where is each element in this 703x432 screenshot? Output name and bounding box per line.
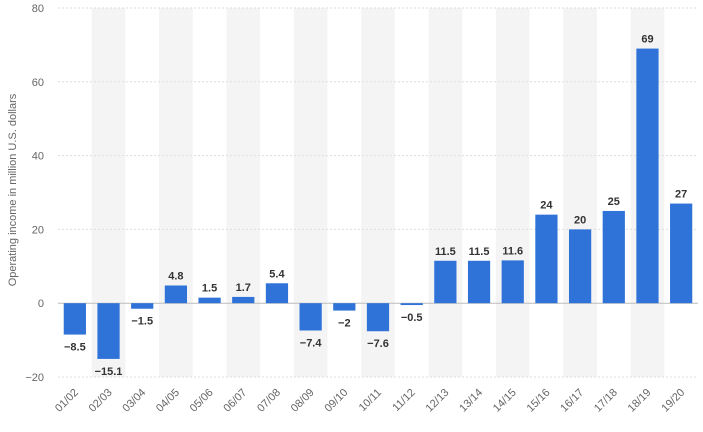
bar (467, 260, 491, 304)
x-tick-label: 10/11 (357, 387, 384, 414)
bar (366, 303, 390, 332)
bar (265, 283, 289, 304)
category-band (495, 8, 530, 377)
bar (97, 303, 120, 359)
x-tick-label: 09/10 (322, 387, 350, 415)
y-tick-label: 40 (32, 151, 44, 163)
bar-value-label: 24 (540, 200, 553, 212)
bar-value-label: 5.4 (269, 268, 285, 280)
bar-value-label: 1.7 (236, 282, 251, 294)
y-gridlines (58, 7, 698, 378)
bar-value-label: 20 (574, 214, 586, 226)
x-tick-label: 13/14 (457, 387, 485, 415)
category-band (428, 8, 463, 377)
bar-value-label: 11.5 (435, 246, 456, 258)
bar (198, 297, 221, 304)
category-band (563, 8, 597, 377)
bar (333, 303, 356, 311)
bar (670, 203, 693, 304)
bar-value-label: −2 (338, 318, 351, 330)
bar-value-label: −0.5 (401, 312, 423, 324)
bar-value-label: 11.6 (502, 245, 523, 257)
x-tick-label: 03/04 (120, 387, 148, 415)
bar (299, 303, 322, 331)
bar-value-label: 1.5 (202, 283, 217, 295)
x-tick-label: 19/20 (659, 387, 687, 415)
bar (131, 303, 154, 309)
data-labels: −8.5 −15.1 −1.5 4.8 1.5 1.7 5.4 −7.4 −2 −7.6 −0.5 1… (64, 34, 687, 378)
x-tick-label: 06/07 (221, 387, 249, 415)
y-tick-label: −20 (25, 372, 44, 384)
y-tick-label: 20 (32, 224, 44, 236)
y-axis-ticks: −20 0 20 40 60 80 (25, 3, 44, 384)
bar (232, 296, 255, 304)
bar (400, 303, 423, 306)
x-tick-label: 17/18 (592, 387, 620, 415)
bar (602, 210, 625, 304)
y-tick-label: 60 (32, 77, 44, 89)
x-tick-label: 04/05 (154, 387, 182, 415)
x-tick-label: 01/02 (53, 387, 81, 415)
bar-value-label: 27 (675, 189, 687, 201)
x-tick-label: 07/08 (255, 387, 283, 415)
x-tick-label: 14/15 (491, 387, 519, 415)
bar (568, 229, 592, 304)
bar (63, 303, 86, 335)
x-axis-ticks: 01/02 02/03 03/04 04/05 05/06 06/07 07/08 08/09… (53, 387, 687, 415)
bar (636, 48, 659, 304)
bar-value-label: −15.1 (95, 366, 123, 378)
bar (501, 260, 524, 304)
bar-value-label: 25 (608, 196, 620, 208)
x-tick-label: 05/06 (188, 387, 216, 415)
y-tick-label: 0 (38, 298, 44, 310)
category-band (159, 8, 193, 377)
bar-value-label: 11.5 (469, 246, 490, 258)
bar (164, 285, 188, 304)
x-tick-label: 12/13 (424, 387, 452, 415)
bar-value-label: −7.4 (300, 338, 323, 350)
x-tick-label: 18/19 (626, 387, 654, 415)
x-tick-label: 15/16 (525, 387, 553, 415)
bar-value-label: −8.5 (64, 342, 86, 354)
bar-value-label: −1.5 (131, 316, 153, 328)
x-tick-label: 11/12 (390, 387, 417, 414)
bar-value-label: 69 (641, 34, 653, 46)
bar (535, 214, 558, 304)
category-band (226, 8, 261, 377)
x-tick-label: 08/09 (289, 387, 317, 415)
bar-value-label: −7.6 (367, 338, 389, 350)
bar-value-label: 4.8 (168, 270, 183, 282)
x-tick-label: 02/03 (87, 387, 115, 415)
bars (63, 48, 693, 359)
bar (434, 260, 457, 304)
y-axis-title: Operating income in million U.S. dollars (7, 93, 19, 286)
x-tick-label: 16/17 (558, 387, 586, 415)
y-tick-label: 80 (32, 3, 44, 15)
